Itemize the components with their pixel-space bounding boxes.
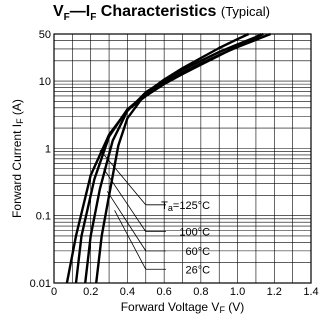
legend-label: 100°C — [179, 227, 210, 239]
legend-label: Ta=125°C — [161, 200, 210, 213]
series-line-4 — [95, 32, 250, 284]
x-tick-label: 0.4 — [120, 286, 135, 298]
legend: Ta=125°C 100°C 60°C 26°C — [99, 149, 210, 276]
plot-frame — [53, 33, 312, 284]
series-lines — [65, 32, 272, 284]
y-axis-label-unit: (A) — [10, 99, 24, 118]
legend-pointer-line — [103, 168, 147, 232]
legend-pointer-line — [106, 191, 147, 252]
title-vf-subscript: F — [63, 12, 70, 24]
grid — [54, 34, 311, 283]
legend-pointer-line — [99, 149, 147, 206]
y-tick-label: 10 — [39, 76, 51, 88]
y-tick-label: 1 — [45, 143, 51, 155]
x-tick-label: 1.4 — [303, 286, 318, 298]
title-if-symbol: I — [85, 3, 91, 20]
legend-label: 26°C — [185, 264, 210, 276]
series-line-2 — [74, 32, 272, 284]
x-axis-label-subscript: F — [219, 305, 225, 315]
legend-prefix: T — [161, 200, 168, 212]
x-tick-label: 1.0 — [230, 286, 245, 298]
chart-subtitle: (Typical) — [220, 4, 270, 19]
legend-pointer-line — [114, 210, 147, 270]
legend-label: 60°C — [185, 246, 210, 258]
y-axis-label-symbol: I — [10, 124, 24, 127]
y-tick-label: 50 — [39, 29, 51, 41]
title-if-subscript: F — [90, 12, 97, 24]
legend-value: =125°C — [173, 200, 210, 212]
title-text: Characteristics — [100, 3, 217, 20]
x-tick-label: 0.6 — [156, 286, 171, 298]
x-tick-label: 1.2 — [267, 286, 282, 298]
y-tick-label: 0.1 — [36, 211, 51, 223]
chart-title: VF—IF Characteristics (Typical) — [0, 3, 323, 23]
y-axis-label-subscript: F — [15, 118, 25, 124]
axis-labels: Forward Voltage VF (V)Forward Current IF… — [10, 99, 244, 315]
axes: 0 0.2 0.4 0.6 0.8 1.0 1.2 1.4 0.01 0.1 1 10 50 — [30, 29, 319, 298]
x-tick-label: 0.8 — [193, 286, 208, 298]
y-axis-label-text: Forward Current — [10, 127, 24, 218]
legend-prefix-subscript: a — [168, 203, 173, 213]
x-axis-label-symbol: V — [211, 300, 219, 314]
x-tick-label: 0.2 — [83, 286, 98, 298]
x-axis-label-text: Forward Voltage — [121, 300, 212, 314]
x-axis-label-unit: (V) — [225, 300, 244, 314]
x-axis-label: Forward Voltage VF (V) — [121, 300, 245, 315]
y-tick-label: 0.01 — [30, 278, 51, 290]
y-axis-label: Forward Current IF (A) — [10, 99, 25, 218]
title-dash: — — [69, 3, 86, 20]
x-tick-label: 0 — [51, 286, 57, 298]
title-vf-symbol: V — [53, 3, 64, 20]
